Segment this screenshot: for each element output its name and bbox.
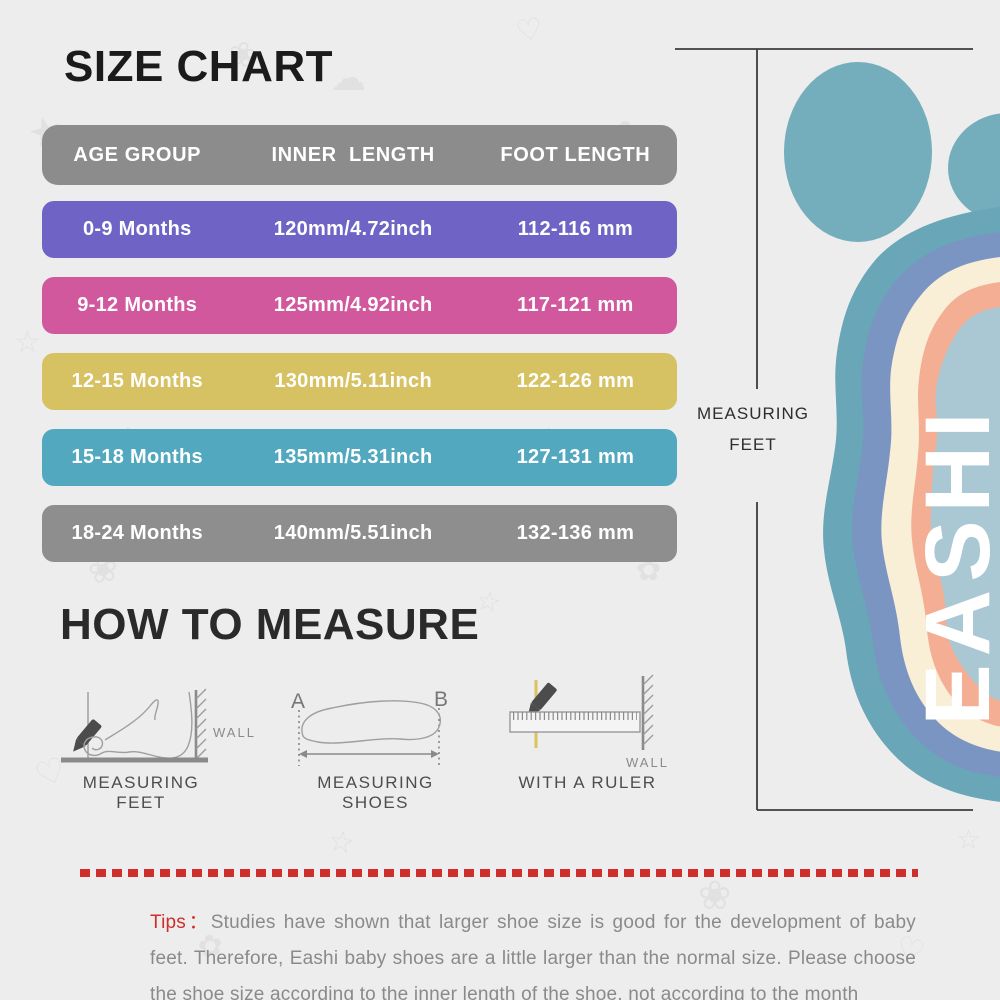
arrow-head-left [299, 750, 307, 758]
foot-length-cell: 117-121 mm [517, 294, 634, 316]
size-table: AGE GROUP INNER LENGTH FOOT LENGTH 0-9 M… [42, 125, 677, 562]
toe-circle-big [784, 62, 932, 242]
measuring-shoes-caption: MEASURING SHOES [317, 773, 434, 812]
foot-instep-line [104, 699, 159, 741]
measuring-feet-illustration: WALL [61, 688, 256, 763]
dotted-divider [80, 869, 918, 877]
inner-length-cell: 135mm/5.31inch [273, 446, 433, 468]
page-title: SIZE CHART [64, 42, 333, 91]
wall-hatching [642, 674, 654, 746]
doodle-icon: ☆ [14, 326, 41, 359]
inner-length-cell: 130mm/5.11inch [274, 370, 432, 392]
doodle-icon: ☁ [330, 57, 366, 98]
wall-label: WALL [626, 755, 669, 770]
size-row: 18-24 Months 140mm/5.51inch 132-136 mm [42, 505, 677, 562]
wall-label: WALL [213, 725, 256, 740]
side-label-line1: MEASURING [697, 404, 809, 423]
inner-length-cell: 120mm/4.72inch [273, 218, 433, 240]
measuring-feet-caption: MEASURING FEET [82, 773, 200, 812]
with-a-ruler-illustration: WALL [509, 674, 669, 770]
toe-circle-small [948, 113, 1000, 223]
with-a-ruler-caption: WITH A RULER [518, 773, 657, 792]
brand-logo-text: EASHI [907, 404, 1000, 725]
inner-length-cell: 140mm/5.51inch [273, 522, 433, 544]
size-row: 15-18 Months 135mm/5.31inch 127-131 mm [42, 429, 677, 486]
foot-length-cell: 132-136 mm [516, 522, 635, 544]
foot-outline-icon [83, 691, 193, 759]
shoe-outline-icon [301, 700, 442, 744]
doodle-icon: ❀ [698, 874, 732, 918]
header-inner-length: INNER LENGTH [271, 143, 435, 166]
size-table-header: AGE GROUP INNER LENGTH FOOT LENGTH [42, 125, 677, 185]
doodle-icon: ☆ [956, 824, 982, 855]
age-cell: 12-15 Months [71, 370, 203, 392]
point-a-label: A [291, 690, 305, 713]
measuring-shoes-illustration: A B [291, 688, 448, 766]
foot-length-cell: 127-131 mm [516, 446, 635, 468]
how-to-measure-title: HOW TO MEASURE [60, 600, 480, 649]
tips-label: Tips： [150, 912, 211, 933]
tips-paragraph: Tips：Studies have shown that larger shoe… [150, 905, 916, 1000]
foot-length-cell: 112-116 mm [517, 218, 634, 240]
side-label-line2: FEET [729, 435, 777, 454]
header-age-group: AGE GROUP [73, 143, 202, 166]
arrow-head-right [431, 750, 439, 758]
wall-hatching [195, 688, 207, 760]
measuring-feet-side-label: MEASURING FEET [692, 398, 814, 460]
sole-center [930, 307, 1000, 701]
point-b-label: B [434, 688, 448, 711]
age-cell: 0-9 Months [82, 218, 192, 240]
tips-text: Studies have shown that larger shoe size… [150, 912, 916, 1000]
size-row: 0-9 Months 120mm/4.72inch 112-116 mm [42, 201, 677, 258]
header-foot-length: FOOT LENGTH [500, 143, 651, 166]
inner-length-cell: 125mm/4.92inch [273, 294, 433, 316]
size-row: 12-15 Months 130mm/5.11inch 122-126 mm [42, 353, 677, 410]
pencil-icon [73, 719, 102, 752]
age-cell: 9-12 Months [77, 294, 198, 316]
age-cell: 18-24 Months [71, 522, 203, 544]
size-table-body: 0-9 Months 120mm/4.72inch 112-116 mm 9-12 M… [42, 201, 677, 562]
size-row: 9-12 Months 125mm/4.92inch 117-121 mm [42, 277, 677, 334]
age-cell: 15-18 Months [71, 446, 203, 468]
foot-length-cell: 122-126 mm [516, 370, 635, 392]
